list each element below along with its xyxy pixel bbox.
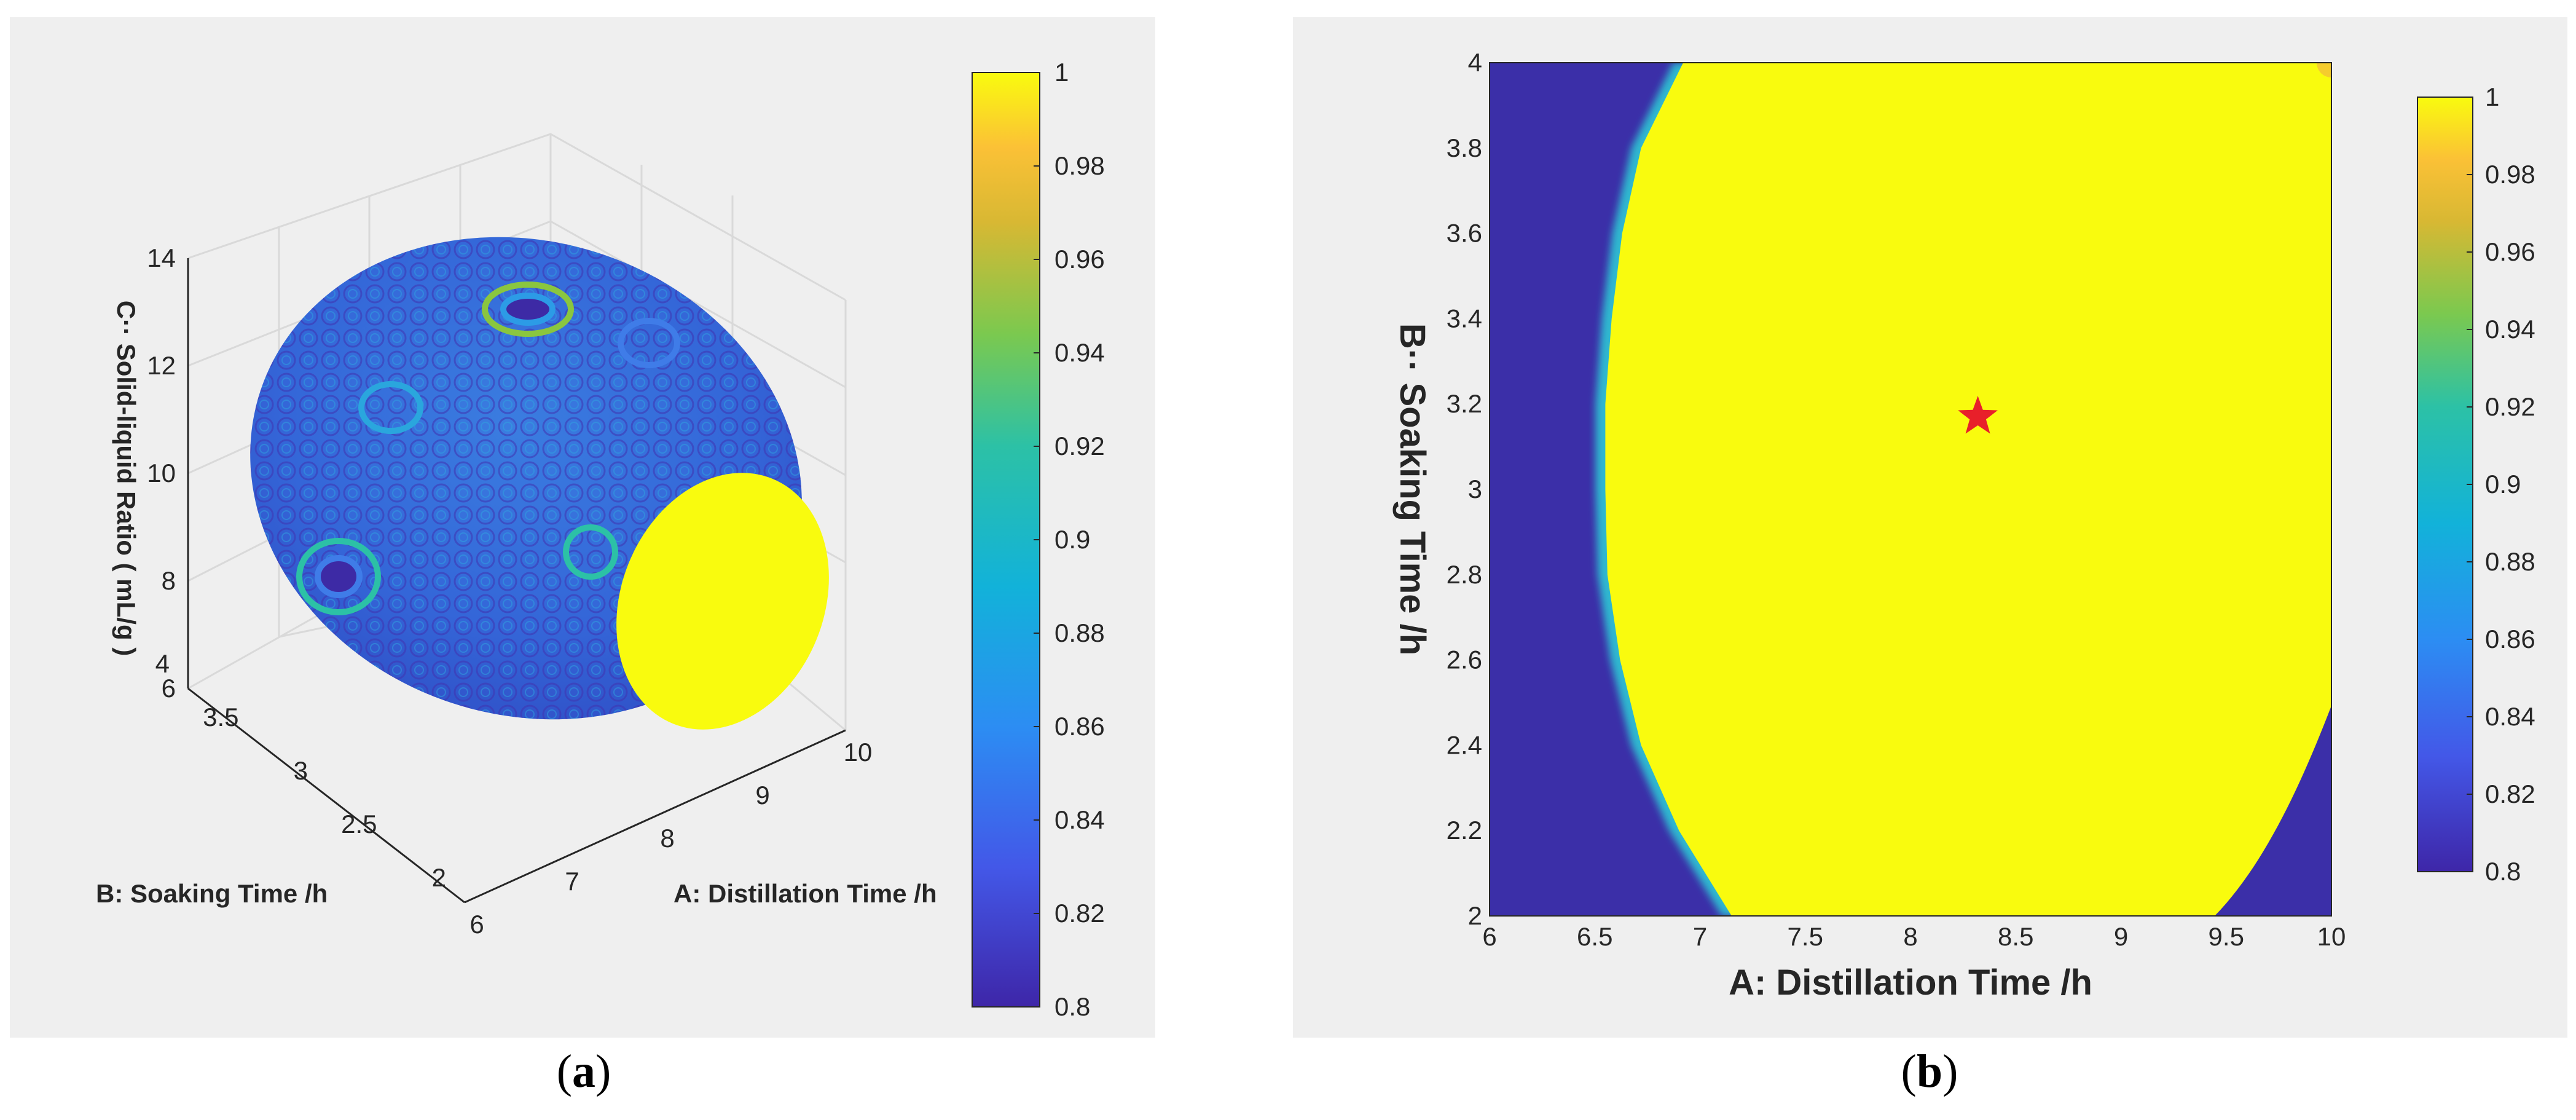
y-tick-labels: 4 3.5 3 2.5 2 [155,649,446,892]
colorbar-tick-label: 0.94 [2485,315,2535,344]
x-axis-label: A: Distillation Time /h [1729,963,2092,1003]
low-corner [2215,706,2331,916]
y-tick-label: 3.2 [1447,389,1482,418]
ellipsoid-surface [243,226,829,749]
x-axis-label: A: Distillation Time /h [673,879,937,908]
colorbar [972,72,1040,1008]
z-tick-label: 10 [147,459,176,487]
colorbar-tick-label: 0.9 [2485,470,2521,499]
y-tick-label: 2.5 [341,810,377,838]
colorbar-tick-label: 0.92 [2485,392,2535,421]
y-tick-label: 4 [1468,48,1482,77]
z-axis-label: C·· Solid-liquid Ratio ( mL/g ) [112,301,141,657]
y-tick-label: 3 [1468,475,1482,503]
colorbar-tick-label: 0.88 [2485,547,2535,576]
colorbar-tick-labels: 0.8 0.82 0.84 0.86 0.88 0.9 0.92 0.94 0.96 0.98 1 [2467,82,2535,886]
colorbar-tick-label: 0.9 [1054,525,1090,554]
y-tick-label: 2 [432,863,446,892]
x-tick-label: 8.5 [1998,922,2033,951]
x-tick-label: 6 [469,910,484,939]
x-tick-label: 9 [755,781,769,810]
x-tick-label: 8 [1903,922,1917,951]
axes-front-edges [187,258,846,904]
x-tick-label: 6.5 [1577,922,1612,951]
colorbar-tick-label: 0.92 [1054,432,1105,460]
colorbar-tick-label: 1 [2485,82,2499,111]
colorbar-tick-label: 0.82 [2485,779,2535,808]
y-tick-label: 2.4 [1447,730,1482,759]
x-tick-label: 10 [844,738,873,767]
y-tick-label: 3.6 [1447,219,1482,248]
chart-b: 6 6.5 7 7.5 8 8.5 9 9.5 10 2 2.2 2.4 2.6 2.8 3 3.2 3.4 3… [1392,48,2535,1003]
y-axis-label: B·· Soaking Time /h [1392,323,1432,655]
colorbar-tick-label: 0.86 [1054,712,1105,741]
z-tick-labels: 6 8 10 12 14 [147,243,176,703]
y-tick-label: 2.6 [1447,645,1482,674]
colorbar-tick-label: 0.8 [2485,857,2521,886]
colorbar-tick-label: 0.98 [2485,160,2535,189]
panel-a: 6 8 10 12 14 4 3.5 3 2.5 2 6 7 8 9 10 C·· Solid-liqu… [10,17,1155,1038]
y-tick-label: 2 [1468,901,1482,930]
x-tick-labels: 6 7 8 9 10 [469,738,872,939]
colorbar-tick-label: 0.94 [1054,338,1105,367]
y-tick-label: 2.8 [1447,560,1482,589]
y-tick-label: 3.8 [1447,133,1482,162]
x-tick-label: 9.5 [2209,922,2244,951]
optimum-star-marker [1958,396,1998,434]
chart-a: 6 8 10 12 14 4 3.5 3 2.5 2 6 7 8 9 10 C·· Solid-liqu… [96,58,1105,1021]
x-tick-label: 6 [1482,922,1496,951]
x-tick-label: 7.5 [1788,922,1823,951]
panel-b: 6 6.5 7 7.5 8 8.5 9 9.5 10 2 2.2 2.4 2.6 2.8 3 3.2 3.4 3… [1293,17,2567,1038]
z-tick-label: 12 [147,351,176,380]
z-tick-label: 8 [162,566,176,595]
colorbar-tick-label: 0.84 [2485,702,2535,731]
y-tick-label: 3 [294,756,308,785]
x-tick-label: 7 [565,867,579,896]
x-tick-label: 7 [1693,922,1707,951]
y-axis-label: B: Soaking Time /h [96,879,328,908]
y-tick-label: 3.5 [203,703,238,732]
caption-b: (b) [1901,1046,1958,1097]
y-tick-label: 3.4 [1447,304,1482,333]
x-tick-labels: 6 6.5 7 7.5 8 8.5 9 9.5 10 [1482,922,2346,951]
x-tick-label: 8 [660,824,674,853]
caption-a: (a) [556,1046,611,1097]
z-tick-label: 6 [162,674,176,703]
x-tick-label: 10 [2317,922,2346,951]
colorbar-tick-label: 0.88 [1054,618,1105,647]
colorbar-tick-label: 0.8 [1054,992,1090,1021]
y-tick-label: 2.2 [1447,816,1482,845]
y-tick-labels: 2 2.2 2.4 2.6 2.8 3 3.2 3.4 3.6 3.8 4 [1447,48,1482,930]
colorbar-tick-label: 0.86 [2485,625,2535,653]
colorbar-tick-label: 0.98 [1054,151,1105,180]
y-tick-label: 4 [155,649,170,678]
z-tick-label: 14 [147,243,176,272]
colorbar-tick-label: 0.84 [1054,805,1105,834]
x-tick-label: 9 [2114,922,2128,951]
colorbar-tick-label: 0.96 [2485,237,2535,266]
optimum-cap [616,473,829,730]
colorbar-tick-label: 1 [1054,58,1069,87]
high-desirability-region [1605,63,2331,916]
colorbar-tick-label: 0.96 [1054,245,1105,274]
colorbar-tick-labels: 0.8 0.82 0.84 0.86 0.88 0.9 0.92 0.94 0.96 0.98 1 [1034,58,1105,1021]
colorbar-tick-label: 0.82 [1054,899,1105,928]
colorbar [2417,97,2473,872]
